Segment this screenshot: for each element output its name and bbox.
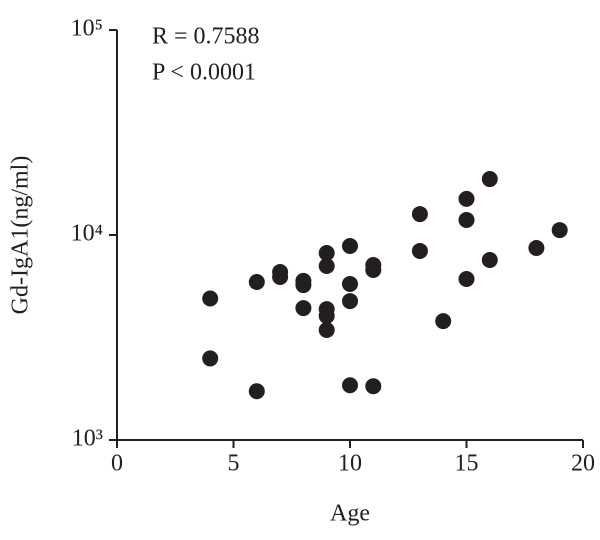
point [248, 383, 265, 400]
point [318, 322, 335, 339]
point [458, 271, 475, 288]
point [318, 257, 335, 274]
point [248, 273, 265, 290]
point [365, 378, 382, 395]
point [342, 275, 358, 292]
x-tick-label: 20 [571, 451, 595, 477]
point [435, 313, 452, 330]
y-tick-label: 10⁴ [71, 221, 103, 247]
point [365, 261, 382, 278]
x-tick-label: 5 [228, 451, 240, 477]
point [411, 242, 428, 259]
point [458, 190, 475, 207]
point [481, 171, 498, 188]
y-tick-label: 10⁵ [71, 16, 103, 42]
point [202, 350, 219, 367]
point [272, 268, 289, 285]
annotation: P < 0.0001 [152, 60, 256, 86]
x-axis-title: Age [330, 501, 370, 527]
point [318, 307, 335, 324]
point [318, 244, 335, 261]
point [202, 290, 219, 307]
point [411, 206, 428, 223]
x-tick-label: 0 [111, 451, 123, 477]
point [342, 377, 358, 394]
x-tick-label: 15 [455, 451, 479, 477]
point [295, 300, 312, 317]
point [342, 237, 358, 254]
point [481, 252, 498, 269]
x-tick-label: 10 [338, 451, 362, 477]
y-tick-label: 10³ [72, 426, 103, 452]
point [295, 277, 312, 294]
point [458, 211, 475, 228]
point [342, 293, 358, 310]
point [528, 240, 545, 257]
annotation: R = 0.7588 [152, 24, 260, 50]
y-axis-title: Gd-IgA1(ng/ml) [8, 156, 34, 315]
point [551, 222, 568, 239]
